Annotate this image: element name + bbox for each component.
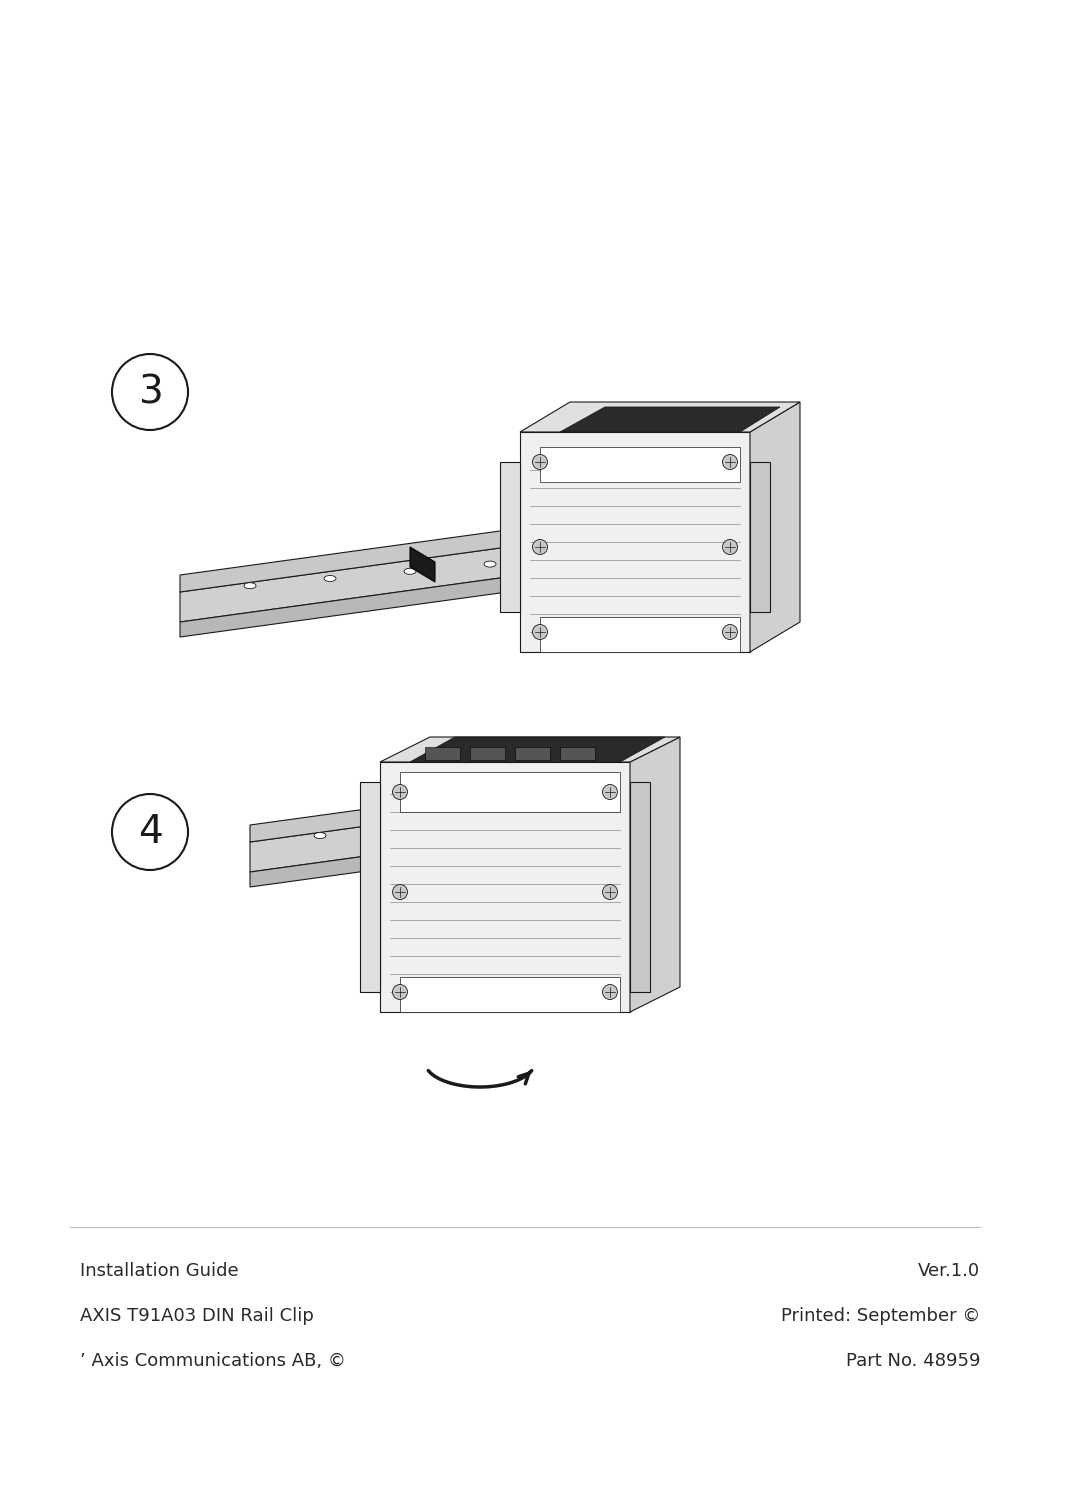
- Ellipse shape: [474, 818, 486, 824]
- Polygon shape: [400, 773, 620, 812]
- Polygon shape: [180, 567, 580, 637]
- Text: Part No. 48959: Part No. 48959: [846, 1352, 980, 1370]
- Ellipse shape: [404, 569, 416, 575]
- Polygon shape: [519, 402, 800, 432]
- Ellipse shape: [392, 785, 407, 800]
- Ellipse shape: [723, 624, 738, 640]
- Ellipse shape: [723, 455, 738, 470]
- Ellipse shape: [603, 785, 618, 800]
- Polygon shape: [180, 520, 580, 593]
- Ellipse shape: [244, 582, 256, 588]
- Polygon shape: [750, 402, 800, 652]
- Text: Installation Guide: Installation Guide: [80, 1263, 239, 1281]
- Ellipse shape: [723, 540, 738, 555]
- Polygon shape: [561, 407, 780, 432]
- Polygon shape: [249, 788, 650, 872]
- Polygon shape: [180, 532, 580, 597]
- Ellipse shape: [603, 885, 618, 900]
- Ellipse shape: [532, 455, 548, 470]
- Polygon shape: [540, 617, 740, 652]
- Ellipse shape: [324, 576, 336, 582]
- Polygon shape: [630, 736, 680, 1012]
- Text: 4: 4: [137, 813, 162, 851]
- Text: Printed: September ©: Printed: September ©: [781, 1306, 980, 1325]
- Polygon shape: [561, 747, 595, 761]
- Text: Ver.1.0: Ver.1.0: [918, 1263, 980, 1281]
- Polygon shape: [410, 736, 665, 762]
- Polygon shape: [410, 547, 435, 582]
- Polygon shape: [360, 782, 380, 992]
- Polygon shape: [470, 747, 505, 761]
- Ellipse shape: [394, 826, 406, 832]
- Polygon shape: [249, 782, 650, 847]
- Ellipse shape: [392, 984, 407, 999]
- Ellipse shape: [532, 624, 548, 640]
- Ellipse shape: [484, 561, 496, 567]
- Polygon shape: [249, 770, 650, 842]
- Polygon shape: [630, 782, 650, 992]
- Text: ’ Axis Communications AB, ©: ’ Axis Communications AB, ©: [80, 1352, 346, 1370]
- Ellipse shape: [554, 810, 566, 816]
- Polygon shape: [515, 747, 550, 761]
- Ellipse shape: [532, 540, 548, 555]
- Polygon shape: [380, 736, 680, 762]
- Polygon shape: [519, 432, 750, 652]
- Polygon shape: [426, 747, 460, 761]
- Text: AXIS T91A03 DIN Rail Clip: AXIS T91A03 DIN Rail Clip: [80, 1306, 314, 1325]
- Ellipse shape: [314, 833, 326, 839]
- Polygon shape: [180, 537, 580, 621]
- Ellipse shape: [392, 885, 407, 900]
- Text: 3: 3: [137, 373, 162, 411]
- Polygon shape: [400, 977, 620, 1012]
- Polygon shape: [540, 448, 740, 482]
- Polygon shape: [500, 463, 519, 612]
- Ellipse shape: [603, 984, 618, 999]
- Polygon shape: [750, 463, 770, 612]
- Polygon shape: [249, 816, 650, 888]
- Polygon shape: [380, 762, 630, 1012]
